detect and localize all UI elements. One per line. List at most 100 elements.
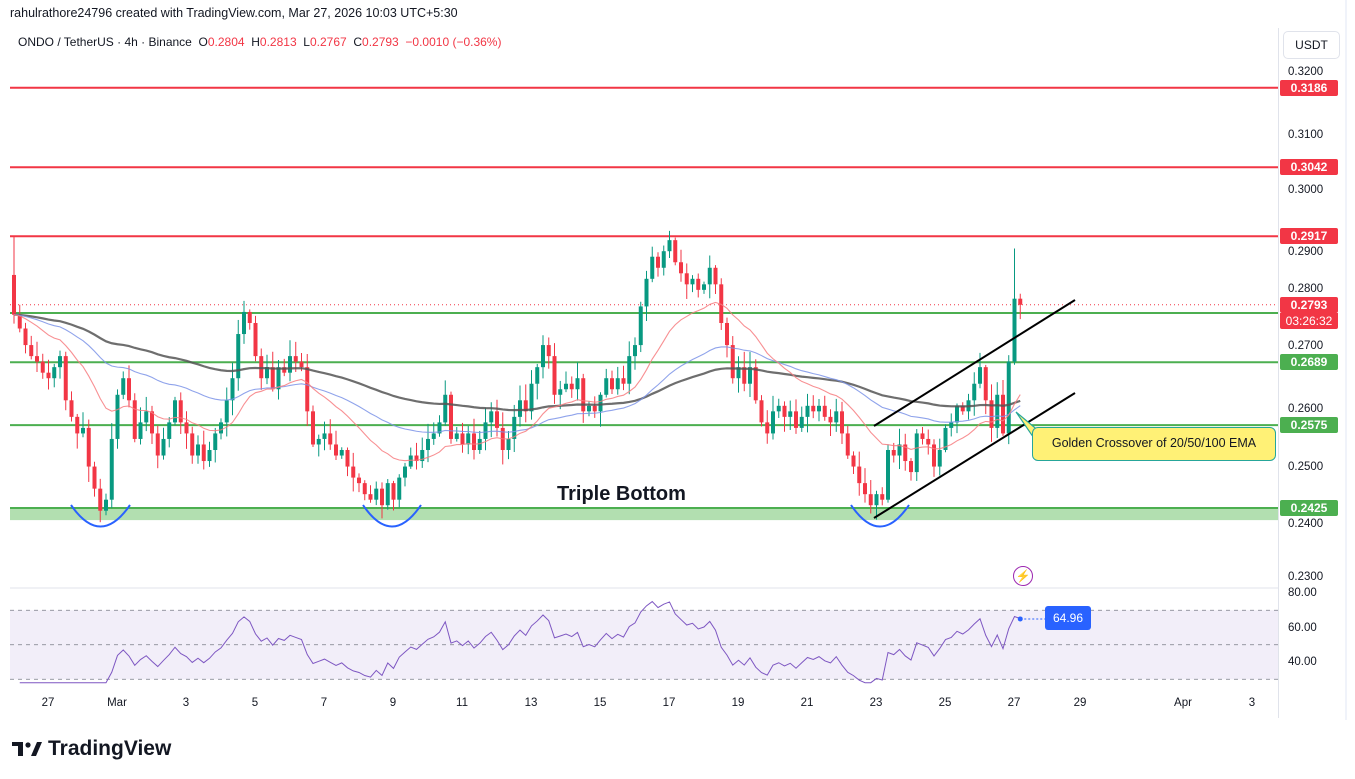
candle-body (771, 411, 775, 434)
symbol-title[interactable]: ONDO / TetherUS · 4h · Binance (18, 35, 192, 49)
candle (483, 407, 488, 451)
candle-body (788, 411, 793, 417)
candle-body (558, 389, 563, 395)
candle-body (339, 449, 344, 456)
candle (604, 368, 609, 398)
tradingview-logo[interactable]: TradingView (12, 737, 171, 761)
price-tick: 0.3200 (1288, 66, 1324, 78)
candle-body (322, 433, 327, 439)
candle-body (684, 273, 689, 285)
candle (995, 382, 1000, 438)
candle-body (541, 345, 545, 368)
candle-body (840, 411, 844, 434)
candle (748, 351, 752, 398)
candle-body (581, 378, 586, 412)
logo-text: TradingView (48, 737, 172, 760)
candle (155, 425, 160, 469)
date-tick: 7 (320, 697, 328, 709)
candle (581, 373, 586, 423)
candle (29, 335, 34, 360)
candle (81, 412, 85, 438)
candle-body (489, 411, 494, 423)
candle (834, 398, 839, 432)
candle-body (1006, 361, 1011, 434)
currency-button[interactable]: USDT (1283, 31, 1340, 59)
candle-body (598, 394, 603, 412)
candle (805, 393, 810, 433)
candle-body (75, 416, 80, 434)
candle-body (466, 433, 471, 445)
candle-body (587, 405, 591, 412)
candle (742, 351, 747, 392)
candle (679, 249, 683, 282)
candle (575, 362, 580, 401)
candle (75, 413, 80, 449)
candle-body (276, 367, 281, 390)
candle-body (219, 422, 223, 434)
candle (960, 402, 965, 415)
candle (23, 322, 28, 354)
candle (914, 429, 919, 481)
candle-body (334, 444, 338, 456)
candle (184, 411, 189, 449)
candle-body (368, 494, 373, 500)
candle-body (35, 356, 39, 362)
candle-body (282, 367, 287, 373)
price-tick: 0.2900 (1288, 246, 1324, 258)
candle (937, 438, 942, 476)
candle (374, 481, 379, 506)
candle (592, 396, 597, 418)
candle-body (155, 433, 160, 456)
candle (167, 417, 172, 448)
candle (403, 462, 407, 487)
candle (880, 487, 885, 506)
price-tick: 0.2500 (1288, 461, 1324, 473)
candle-body (661, 251, 666, 268)
candle (811, 395, 816, 419)
candle (265, 354, 269, 385)
candle-body (989, 400, 994, 428)
candle (322, 421, 327, 451)
lightning-icon[interactable]: ⚡ (1013, 566, 1033, 586)
candle-body (529, 383, 534, 412)
candle-body (12, 274, 16, 315)
date-tick: 15 (593, 697, 607, 709)
candle-body (132, 400, 137, 439)
date-tick: 3 (1248, 697, 1256, 709)
candle-body (316, 438, 321, 445)
candle-body (161, 438, 166, 456)
candle-body (673, 240, 678, 263)
candle (282, 358, 287, 377)
candle-body (776, 405, 781, 412)
candle (132, 393, 137, 443)
candle-body (903, 444, 908, 462)
price-label: 0.2917 (1280, 228, 1338, 244)
candle (460, 422, 465, 453)
candle (736, 356, 741, 393)
candle (357, 473, 361, 493)
candle (270, 351, 275, 392)
candle-body (420, 449, 425, 462)
candle (408, 447, 413, 469)
candle (840, 401, 844, 445)
candle-body (805, 405, 810, 417)
candle (983, 364, 988, 415)
candle (127, 365, 131, 408)
candle-body (978, 367, 982, 384)
date-tick: 27 (41, 697, 55, 709)
candle-body (443, 394, 448, 423)
candle (46, 359, 51, 390)
candle (138, 407, 143, 445)
candle (610, 370, 614, 394)
candle-body (357, 477, 361, 484)
candle (667, 230, 672, 258)
candle-body (730, 345, 735, 379)
candle (863, 468, 867, 503)
price-tick: 0.3000 (1288, 184, 1324, 196)
candle (1012, 248, 1017, 365)
candle (857, 451, 862, 496)
candle (765, 410, 770, 444)
candle-body (621, 378, 626, 384)
candle-body (213, 433, 218, 450)
